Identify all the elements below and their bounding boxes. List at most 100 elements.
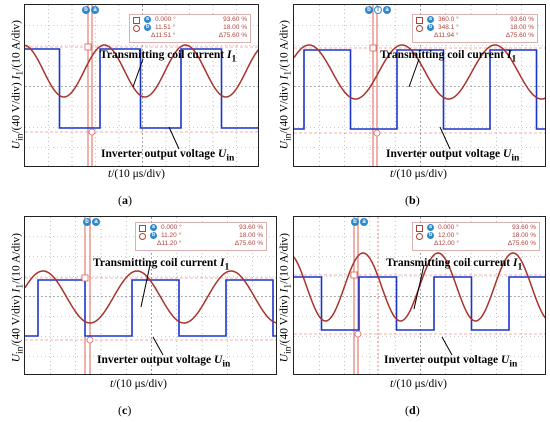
square-marker-icon: [133, 17, 140, 24]
inverter-voltage-label: Inverter output voltage Uin: [97, 354, 231, 370]
cursor-readout-c: a 0.000 ° 93.60 % b 11.20 ° 18.00 % Δ11.20 °…: [135, 222, 267, 251]
readout-phase-2: 12.00 °: [438, 232, 459, 239]
cursor-readout-b: a 360.0 ° 93.60 % b 348.1 ° 18.00 % Δ11.94 °…: [412, 14, 538, 43]
readout-phase-delta: Δ12.00 °: [434, 240, 460, 247]
inverter-voltage-trace: [25, 279, 276, 337]
readout-amp-2: 18.00 %: [239, 232, 263, 239]
cursor-square-marker: [84, 43, 92, 51]
coil-annotation-pointer: [140, 264, 151, 308]
cursor-a-tag: b: [83, 218, 91, 226]
readout-amp-2: 18.00 %: [223, 24, 247, 31]
coil-current-trace: [294, 44, 545, 100]
readout-amp-1: 93.60 %: [512, 224, 536, 231]
waveform-plot-d: [294, 217, 545, 374]
circle-marker-icon: [416, 233, 423, 240]
inverter-voltage-trace: [25, 48, 258, 129]
coil-current-label: Transmitting coil current I1: [386, 257, 523, 273]
cursor-a-badge: a: [427, 224, 434, 231]
cursor-circle-marker: [354, 330, 362, 338]
panel-caption: (a): [118, 193, 132, 207]
cursor-readout-a: a 0.000 ° 93.60 % b 11.51 ° 18.00 % Δ11.51 °…: [129, 14, 251, 43]
inverter-annotation-pointer: [168, 126, 180, 150]
readout-phase-delta: Δ11.51 °: [151, 32, 176, 39]
panel-caption: (c): [118, 403, 132, 417]
cursor-circle-marker: [373, 129, 381, 137]
coil-annotation-pointer: [132, 58, 144, 88]
cursor-circle-marker: [86, 336, 94, 344]
readout-phase-2: 348.1 °: [438, 24, 459, 31]
readout-phase-2: 11.51 °: [155, 24, 176, 31]
waveform-plot-a: [25, 5, 258, 166]
coil-current-label: Transmitting coil current I1: [100, 49, 237, 65]
coil-annotation-pointer: [413, 264, 425, 310]
inverter-annotation-pointer: [441, 336, 453, 356]
x-axis-label: t/(10 μs/div): [108, 168, 165, 180]
x-axis-label: t/(10 μs/div): [390, 168, 447, 180]
panel-caption: (b): [405, 193, 420, 207]
readout-amp-1: 93.60 %: [223, 16, 247, 23]
cursor-b-tag: a: [92, 218, 100, 226]
inverter-voltage-label: Inverter output voltage Uin: [101, 148, 235, 164]
cursor-b-tag: a: [91, 6, 99, 14]
cursor-square-marker: [350, 271, 358, 279]
readout-phase-1: 360.0 °: [438, 16, 459, 23]
square-marker-icon: [416, 225, 423, 232]
x-axis-label: t/(10 μs/div): [390, 378, 447, 390]
cursor-square-marker: [81, 274, 89, 282]
cursor-b-badge: b: [427, 24, 434, 31]
cursor-a-tag: b: [351, 218, 359, 226]
square-marker-icon: [416, 17, 423, 24]
panel-caption: (d): [405, 403, 420, 417]
inverter-voltage-label: Inverter output voltage Uin: [386, 148, 520, 164]
y-axis-label: Uin/(40 V/div) I1/(10 A/div): [278, 233, 294, 363]
cursor-a-tag: b: [82, 6, 90, 14]
readout-amp-delta: Δ75.60 %: [218, 32, 247, 39]
cursor-b-tag: b: [365, 6, 373, 14]
readout-amp-delta: Δ75.60 %: [507, 240, 536, 247]
coil-current-label: Transmitting coil current I1: [380, 49, 517, 65]
readout-phase-1: 0.000 °: [155, 16, 176, 23]
inverter-voltage-trace: [294, 276, 545, 331]
cursor-a-badge: a: [427, 16, 434, 23]
readout-amp-1: 93.60 %: [510, 16, 534, 23]
waveform-plot-b: [294, 5, 545, 166]
circle-marker-icon: [139, 233, 146, 240]
inverter-annotation-pointer: [439, 126, 451, 150]
cursor-a-badge: a: [150, 224, 157, 231]
readout-amp-delta: Δ75.60 %: [505, 32, 534, 39]
cursor-b-tag: a: [360, 218, 368, 226]
cursor-a-tag: a: [383, 6, 391, 14]
cursor-square-marker: [369, 44, 377, 52]
x-axis-label: t/(10 μs/div): [110, 378, 167, 390]
grid: [294, 5, 545, 166]
readout-amp-delta: Δ75.60 %: [234, 240, 263, 247]
coil-annotation-pointer: [408, 58, 420, 88]
cursor-b-badge: b: [427, 232, 434, 239]
coil-current-trace: [25, 270, 276, 324]
cursor-readout-d: a 0.000 ° 93.60 % b 12.00 ° 18.00 % Δ12.00 °…: [412, 222, 540, 251]
trigger-tag: T: [374, 6, 382, 14]
cursor-a-badge: a: [144, 16, 151, 23]
cursor-circle-marker: [88, 128, 96, 136]
cursor-b-badge: b: [144, 24, 151, 31]
grid: [294, 217, 545, 374]
inverter-voltage-label: Inverter output voltage Uin: [384, 354, 518, 370]
circle-marker-icon: [416, 25, 423, 32]
square-marker-icon: [139, 225, 146, 232]
readout-amp-2: 18.00 %: [510, 24, 534, 31]
readout-phase-delta: Δ11.94 °: [434, 32, 459, 39]
coil-current-trace: [294, 252, 545, 322]
grid: [25, 5, 258, 166]
readout-amp-2: 18.00 %: [512, 232, 536, 239]
inverter-annotation-pointer: [152, 336, 164, 356]
coil-current-trace: [25, 44, 258, 98]
readout-phase-delta: Δ11.20 °: [157, 240, 182, 247]
waveform-plot-c: [25, 217, 276, 374]
